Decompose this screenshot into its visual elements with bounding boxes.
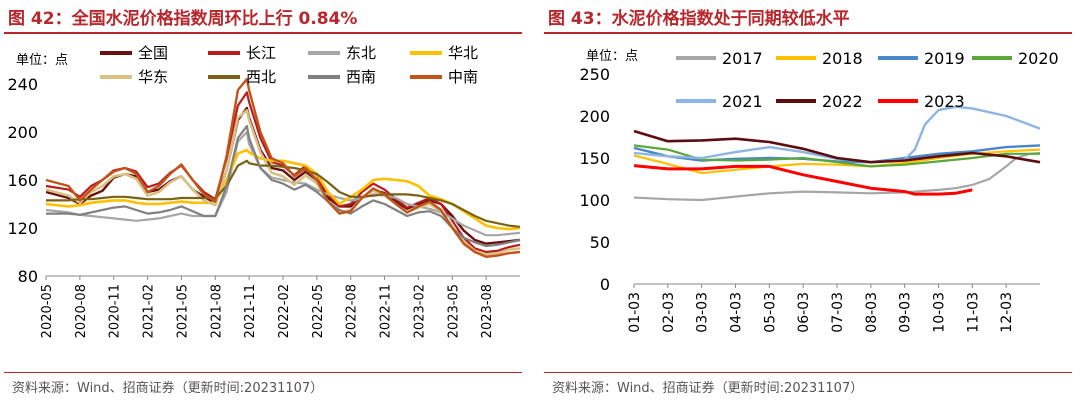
right-chart: 0 50 100 150 200 250 01-03 02-03 03-03 04-03 05-03… [579,49,1059,333]
right-legend-label: 2020 [1018,49,1059,68]
right-x-tick-label: 03-03 [695,292,711,333]
right-series-line-5 [633,129,1041,164]
left-series-line-7 [45,78,521,258]
left-legend-label: 西南 [346,68,376,86]
left-chart: 80 120 160 200 240 2020-05 2020-08 2020-11 2021-… [7,44,521,338]
left-panel: 图 42：全国水泥价格指数周环比上行 0.84% 80 120 160 200 240 2… [0,0,530,404]
left-x-tick-label: 2023-02 [412,284,427,338]
right-x-tick-label: 07-03 [830,292,846,333]
right-x-tick-label: 08-03 [864,292,880,333]
right-y-tick-label: 0 [600,275,610,294]
left-x-tick-label: 2020-05 [40,284,55,338]
right-y-tick-label: 100 [579,191,610,210]
left-legend-label: 华北 [448,44,478,62]
right-panel: 图 43：水泥价格指数处于同期较低水平 0 50 100 150 200 250 01-03… [540,0,1080,404]
right-legend-label: 2018 [822,49,863,68]
right-title-rule [544,32,1072,34]
left-x-tick-label: 2023-05 [446,284,461,338]
right-x-tick-label: 09-03 [898,292,914,333]
left-y-tick-label: 200 [7,123,38,142]
right-series-line-3 [633,144,1040,168]
left-series-line-4 [45,109,521,256]
right-figure-title: 图 43：水泥价格指数处于同期较低水平 [548,9,850,29]
right-y-tick-label: 250 [579,65,610,84]
left-source-note: 资料来源：Wind、招商证券（更新时间:20231107） [12,381,324,396]
right-legend-label: 2019 [924,49,965,68]
left-legend-label: 中南 [448,68,478,86]
right-legend-label: 2022 [822,92,863,111]
left-y-tick-label: 160 [7,171,38,190]
left-footer-rule [4,372,522,373]
right-x-tick-label: 02-03 [661,292,677,333]
left-unit-label: 单位：点 [16,53,68,68]
left-legend-label: 东北 [346,44,376,62]
left-series-line-1 [45,91,521,254]
left-x-tick-label: 2020-11 [108,284,123,338]
left-legend-label: 华东 [138,68,168,86]
left-series-line-5 [46,159,521,228]
right-y-tick-label: 150 [579,149,610,168]
right-x-tick-label: 12-03 [999,292,1015,333]
right-series-line-6 [633,164,973,196]
left-x-tick-label: 2022-05 [311,284,326,338]
left-x-tick-label: 2021-11 [243,284,258,338]
left-y-tick-label: 240 [7,75,38,94]
right-y-tick-label: 200 [579,107,610,126]
right-x-tick-label: 10-03 [932,292,948,333]
right-x-tick-label: 04-03 [729,292,745,333]
right-legend-label: 2017 [722,49,763,68]
right-y-tick-label: 50 [590,233,610,252]
left-figure-title: 图 42：全国水泥价格指数周环比上行 0.84% [8,9,358,29]
right-x-tick-label: 06-03 [796,292,812,333]
left-legend-label: 西北 [246,68,276,86]
right-x-tick-label: 11-03 [965,292,981,333]
left-x-tick-label: 2022-02 [277,284,292,338]
left-x-tick-label: 2023-08 [480,284,495,338]
left-legend-label: 全国 [138,44,168,62]
left-x-tick-label: 2020-08 [74,284,89,338]
left-legend-label: 长江 [246,44,276,62]
right-x-tick-label: 01-03 [627,292,643,333]
left-series-line-3 [45,148,521,231]
right-source-note: 资料来源：Wind、招商证券（更新时间:20231107） [552,381,864,396]
right-footer-rule [544,372,1072,373]
left-x-tick-label: 2021-02 [142,284,157,338]
left-x-tick-label: 2022-11 [379,284,394,338]
left-x-tick-label: 2021-08 [209,284,224,338]
right-legend-label: 2023 [924,92,965,111]
right-legend-label: 2021 [722,92,763,111]
left-y-tick-label: 120 [7,219,38,238]
left-series-line-6 [46,124,521,248]
right-unit-label: 单位：点 [586,49,638,64]
left-y-tick-label: 80 [18,267,38,286]
left-title-rule [4,32,522,34]
left-x-tick-label: 2021-05 [175,284,190,338]
right-x-tick-label: 05-03 [762,292,778,333]
left-x-tick-label: 2022-08 [345,284,360,338]
